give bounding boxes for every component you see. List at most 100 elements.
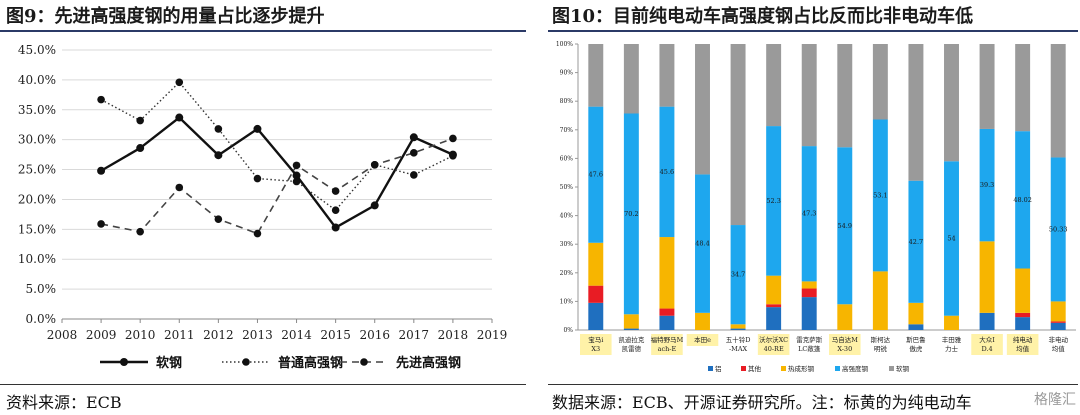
y-tick-label: 40% xyxy=(560,213,574,220)
bar-segment xyxy=(730,44,746,226)
data-label: 45.6 xyxy=(660,168,674,176)
right-source-note: 数据来源：ECB、开源证券研究所。注：标黄的为纯电动车 xyxy=(552,393,972,412)
legend-label: 先进高强钢 xyxy=(396,355,461,371)
bar-segment xyxy=(695,312,710,330)
left-source-rule xyxy=(0,384,526,385)
bar-segment xyxy=(623,328,639,330)
bar-segment xyxy=(872,271,888,330)
bar-segment xyxy=(1050,157,1066,302)
bar-segment xyxy=(837,147,853,305)
legend-marker xyxy=(120,358,128,366)
bar-segment xyxy=(766,307,782,330)
legend-swatch xyxy=(708,366,713,371)
bar-segment xyxy=(588,106,604,243)
x-tick-label: 福特野马M xyxy=(651,335,684,344)
y-tick-label: 100% xyxy=(556,41,573,48)
x-tick-label: X3 xyxy=(591,345,600,353)
x-tick-label: LC敞篷 xyxy=(798,344,821,353)
bar-segment xyxy=(908,44,924,181)
bar-segment xyxy=(944,161,959,316)
left-source-note: 资料来源：ECB xyxy=(6,393,122,412)
bar-segment xyxy=(1015,44,1031,132)
bar-segment xyxy=(623,113,639,315)
x-tick-label: 2012 xyxy=(203,328,234,342)
data-point xyxy=(449,152,457,160)
legend-swatch xyxy=(835,366,840,371)
bar-segment xyxy=(1015,312,1031,318)
x-tick-label: 凯雷德 xyxy=(622,344,642,353)
series-line xyxy=(100,115,454,230)
bar-segment xyxy=(1015,268,1031,313)
x-tick-label: 力士 xyxy=(945,344,959,353)
legend-label: 热成形钢 xyxy=(788,364,815,373)
legend-marker xyxy=(242,358,250,366)
bar-segment xyxy=(908,180,924,303)
bar-segment xyxy=(659,308,675,316)
y-tick-label: 20.0% xyxy=(18,192,56,206)
data-point xyxy=(370,160,379,169)
x-tick-label: 沃尔沃XC xyxy=(759,335,788,344)
y-tick-label: 20% xyxy=(560,270,574,277)
legend-label: 其他 xyxy=(748,364,762,373)
left-panel: 图9：先进高强度钢的用量占比逐步提升 0.0% 5.0% 10.0% 15.0% 20.… xyxy=(0,0,530,415)
bar-segment xyxy=(659,237,675,309)
data-point xyxy=(175,78,184,87)
x-tick-label: ach-E xyxy=(658,345,677,353)
y-tick-label: 30.0% xyxy=(18,133,56,147)
bar-segment xyxy=(588,44,604,107)
highlight-box xyxy=(686,334,719,346)
bar-segment xyxy=(588,242,604,286)
data-label: 53.1 xyxy=(873,191,887,199)
y-tick-label: 5.0% xyxy=(26,282,57,296)
bar-segment xyxy=(979,241,995,313)
y-tick-label: 40.0% xyxy=(18,73,56,87)
data-point xyxy=(410,149,418,157)
data-point xyxy=(175,113,184,122)
bar-segment xyxy=(908,324,924,330)
x-tick-label: 2010 xyxy=(125,328,156,342)
data-point xyxy=(370,201,379,210)
bar-segment xyxy=(695,174,710,313)
y-tick-label: 80% xyxy=(560,98,574,105)
x-tick-label: -MAX xyxy=(729,345,748,353)
x-tick-label: 傲虎 xyxy=(909,344,923,353)
bar-segment xyxy=(837,304,853,330)
bar-segment xyxy=(588,285,604,303)
data-label: 48.02 xyxy=(1013,196,1032,204)
y-tick-label: 35.0% xyxy=(18,103,56,117)
data-point xyxy=(449,134,457,143)
data-point xyxy=(175,183,184,192)
legend-swatch xyxy=(781,366,786,371)
x-tick-label: 2011 xyxy=(164,328,195,342)
left-title-rule xyxy=(0,30,526,32)
x-tick-label: 2014 xyxy=(281,328,312,342)
data-point xyxy=(136,227,144,236)
data-point xyxy=(253,124,262,133)
bar-segment xyxy=(979,44,995,129)
data-label: 47.6 xyxy=(589,171,603,179)
series-line xyxy=(100,137,454,235)
highlight-box xyxy=(651,334,683,355)
data-point xyxy=(292,161,301,170)
data-label: 42.7 xyxy=(909,238,923,246)
x-tick-label: 凯迪拉克 xyxy=(618,335,645,344)
data-point xyxy=(97,220,105,228)
bar-segment xyxy=(801,288,817,298)
bar-segment xyxy=(872,119,888,272)
y-tick-label: 90% xyxy=(560,70,574,77)
bar-segment xyxy=(766,44,782,127)
x-tick-label: 五十铃D xyxy=(726,335,751,344)
highlight-box xyxy=(1006,334,1039,355)
x-tick-label: 2009 xyxy=(86,328,117,342)
data-point xyxy=(253,174,262,183)
x-tick-label: 非电动 xyxy=(1048,335,1068,344)
x-tick-label: 40-RE xyxy=(764,345,784,353)
legend-swatch xyxy=(889,366,894,371)
bar-segment xyxy=(730,225,746,325)
x-tick-label: 2016 xyxy=(359,328,390,342)
y-tick-label: 10.0% xyxy=(18,252,56,266)
x-tick-label: 斯柯达 xyxy=(871,335,891,344)
right-chart-title: 图10：目前纯电动车高强度钢占比反而比非电动车低 xyxy=(552,6,974,27)
bar-segment xyxy=(623,44,639,114)
bar-segment xyxy=(1015,317,1031,330)
